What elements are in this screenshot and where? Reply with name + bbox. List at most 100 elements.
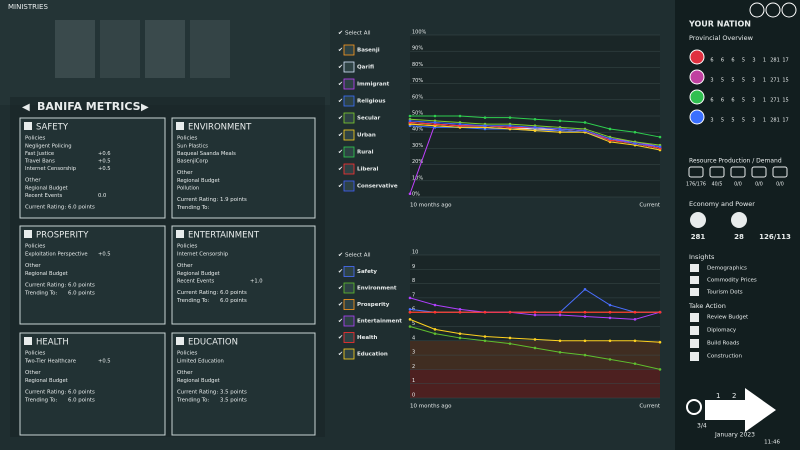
turn-label: 3/4 — [697, 423, 707, 430]
legend-icon[interactable] — [343, 180, 355, 192]
item-name: Two-Tier Healthcare — [24, 359, 76, 365]
metric-card[interactable] — [171, 117, 316, 219]
item-name: Internet Censorship — [25, 166, 77, 172]
cycle-button[interactable] — [686, 399, 702, 415]
action-link[interactable]: Review Budget — [707, 315, 749, 321]
legend-icon[interactable] — [343, 299, 355, 310]
province-stat: 5 — [742, 118, 745, 124]
data-point — [608, 310, 612, 314]
metrics-title: BANIFA METRICS — [37, 100, 141, 113]
data-point — [458, 122, 462, 126]
province-stat: 1 — [763, 78, 766, 84]
item-name: Travel Bans — [24, 159, 55, 165]
province-stat: 3 — [710, 118, 713, 124]
action-link[interactable]: Diplomacy — [707, 328, 737, 334]
province-stat: 281 — [770, 58, 780, 64]
province-stat: 6 — [710, 58, 713, 64]
legend-icon[interactable] — [343, 129, 355, 141]
insight-link[interactable]: Demographics — [707, 266, 747, 272]
data-point — [533, 117, 537, 121]
legend-icon[interactable] — [343, 61, 355, 73]
legend-label: Conservative — [357, 184, 398, 190]
minister-portrait[interactable] — [100, 20, 140, 78]
metric-card[interactable] — [171, 225, 316, 325]
x-tick-label: Current — [639, 203, 661, 209]
action-link[interactable]: Construction — [707, 354, 743, 360]
card-icon — [24, 337, 32, 345]
data-point — [483, 116, 487, 119]
data-point — [633, 362, 637, 365]
item-name: Sun Plastics — [177, 144, 208, 150]
current-label: Current Rating: — [25, 390, 66, 396]
item-name: Regional Budget — [177, 178, 220, 184]
legend-icon[interactable] — [343, 315, 355, 327]
check-mark: ✔ — [338, 81, 343, 88]
action-icon — [690, 313, 699, 322]
item-name: Regional Budget — [25, 271, 68, 277]
legend-icon[interactable] — [343, 78, 355, 90]
insight-link[interactable]: Commodity Prices — [707, 278, 757, 284]
x-tick-label: Current — [639, 404, 661, 410]
section-label: Policies — [25, 351, 45, 357]
data-point — [408, 318, 412, 321]
legend-icon[interactable] — [343, 112, 355, 124]
item-name: Limited Education — [177, 359, 224, 365]
metric-card[interactable] — [19, 117, 166, 219]
help-button[interactable] — [749, 2, 765, 18]
economy-value: 126/113 — [759, 233, 791, 241]
select-all[interactable]: Select All — [345, 31, 371, 37]
legend-icon[interactable] — [343, 95, 355, 107]
legend-label: Entertainment — [357, 319, 402, 325]
minister-portrait[interactable] — [55, 20, 95, 78]
legend-icon[interactable] — [343, 282, 355, 294]
end-turn-arrow[interactable] — [705, 388, 776, 432]
legend-icon[interactable] — [343, 146, 355, 158]
current-label: Current Rating: — [177, 290, 218, 296]
insight-link[interactable]: Tourism Dots — [706, 290, 743, 296]
legend-label: Liberal — [357, 167, 378, 173]
province-emblem[interactable] — [689, 49, 705, 65]
item-value: +1.0 — [250, 279, 263, 285]
card-title: PROSPERITY — [36, 231, 89, 241]
settings-button[interactable] — [781, 2, 797, 18]
metric-card[interactable] — [19, 225, 166, 325]
prev-arrow[interactable]: ◀ — [22, 102, 30, 113]
data-point — [583, 288, 587, 291]
province-emblem[interactable] — [689, 69, 705, 85]
data-point — [458, 336, 462, 340]
province-stat: 17 — [782, 118, 788, 124]
data-point — [658, 368, 662, 371]
province-emblem[interactable] — [689, 109, 705, 125]
economy-value: 281 — [691, 233, 706, 241]
next-arrow[interactable]: ▶ — [141, 102, 149, 113]
select-all[interactable]: Select All — [345, 253, 371, 259]
legend-label: Prosperity — [357, 302, 390, 308]
data-point — [408, 310, 412, 314]
legend-label: Qarifi — [357, 65, 374, 71]
action-link[interactable]: Build Roads — [707, 341, 739, 347]
data-point — [583, 353, 587, 357]
metric-card[interactable] — [171, 332, 316, 436]
province-stat: 5 — [742, 78, 745, 84]
y-tick-label: 9 — [412, 264, 415, 270]
section-title: Provincial Overview — [689, 34, 754, 42]
legend-label: Safety — [357, 269, 377, 275]
data-point — [483, 339, 487, 343]
trending-label: Trending To: — [176, 298, 209, 304]
legend-icon[interactable] — [343, 332, 355, 343]
legend-icon[interactable] — [343, 163, 355, 175]
data-point — [583, 129, 587, 132]
minister-portrait[interactable] — [145, 20, 185, 78]
legend-icon[interactable] — [343, 44, 355, 56]
data-point — [408, 119, 412, 123]
data-point — [658, 340, 662, 344]
minister-portrait[interactable] — [190, 20, 230, 78]
trending-value: 6.0 points — [68, 291, 95, 297]
legend-icon[interactable] — [343, 266, 355, 277]
menu-button[interactable] — [765, 2, 781, 18]
check-mark: ✔ — [338, 252, 343, 259]
province-emblem[interactable] — [689, 89, 705, 105]
data-point — [483, 124, 487, 128]
legend-icon[interactable] — [343, 348, 355, 360]
metric-card[interactable] — [19, 332, 166, 436]
